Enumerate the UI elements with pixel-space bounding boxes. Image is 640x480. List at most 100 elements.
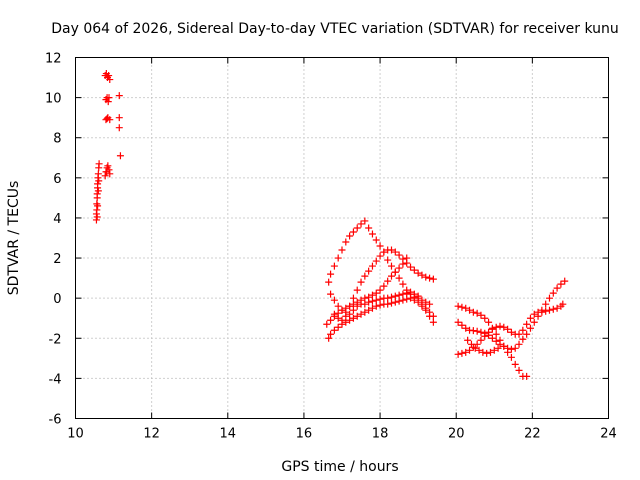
- data-point: [327, 270, 335, 278]
- data-point: [407, 288, 415, 296]
- data-point: [361, 294, 369, 302]
- y-tick-label: -6: [49, 413, 62, 428]
- data-point: [473, 327, 481, 335]
- data-point: [365, 306, 373, 314]
- data-point: [92, 216, 100, 224]
- data-point: [515, 366, 523, 374]
- data-point: [545, 294, 553, 302]
- data-point: [380, 282, 388, 290]
- data-point: [553, 284, 561, 292]
- data-point: [380, 248, 388, 256]
- data-point: [94, 180, 102, 188]
- data-point: [426, 312, 434, 320]
- data-point: [334, 254, 342, 262]
- data-point: [94, 170, 102, 178]
- data-point: [454, 318, 462, 326]
- data-point: [458, 349, 466, 357]
- data-point: [93, 190, 101, 198]
- data-point: [349, 300, 357, 308]
- data-point: [477, 311, 485, 319]
- data-point: [488, 334, 496, 342]
- data-point: [496, 340, 504, 348]
- data-point: [477, 328, 485, 336]
- data-point: [372, 236, 380, 244]
- data-point: [496, 322, 504, 330]
- data-point: [376, 301, 384, 309]
- data-point: [387, 293, 395, 301]
- data-point: [399, 290, 407, 298]
- y-axis-label: SDTVAR / TECUs: [6, 181, 22, 296]
- data-point: [507, 345, 515, 353]
- data-point: [473, 309, 481, 317]
- data-point: [327, 330, 335, 338]
- data-point: [361, 272, 369, 280]
- data-point: [414, 298, 422, 306]
- x-tick-label: 14: [220, 427, 237, 442]
- data-point: [399, 280, 407, 288]
- data-point: [357, 278, 365, 286]
- data-point: [515, 330, 523, 338]
- data-point: [458, 321, 466, 329]
- data-points: [92, 70, 569, 380]
- plot-frame: [75, 57, 609, 419]
- data-point: [418, 302, 426, 310]
- data-point: [492, 337, 500, 345]
- data-point: [486, 348, 494, 356]
- data-point: [387, 299, 395, 307]
- data-point: [387, 272, 395, 280]
- data-point: [323, 320, 331, 328]
- x-axis-label: GPS time / hours: [281, 459, 398, 475]
- data-point: [410, 296, 418, 304]
- data-point: [342, 238, 350, 246]
- data-point: [407, 263, 415, 271]
- data-point: [426, 300, 434, 308]
- data-point: [403, 259, 411, 267]
- data-point: [485, 331, 493, 339]
- data-point: [387, 262, 395, 270]
- data-point: [349, 306, 357, 314]
- data-point: [106, 76, 114, 84]
- data-point: [410, 266, 418, 274]
- data-point: [492, 323, 500, 331]
- data-point: [492, 330, 500, 338]
- data-point: [414, 292, 422, 300]
- data-point: [422, 273, 430, 281]
- data-point: [376, 286, 384, 294]
- data-point: [372, 257, 380, 265]
- data-point: [481, 314, 489, 322]
- data-point: [384, 277, 392, 285]
- data-point: [330, 310, 338, 318]
- data-point: [391, 248, 399, 256]
- data-point: [395, 291, 403, 299]
- data-point: [349, 314, 357, 322]
- data-point: [338, 246, 346, 254]
- data-point: [353, 302, 361, 310]
- data-point: [353, 312, 361, 320]
- data-point: [471, 344, 479, 352]
- x-tick-label: 22: [524, 427, 541, 442]
- data-point: [414, 269, 422, 277]
- data-point: [395, 264, 403, 272]
- data-point: [399, 255, 407, 263]
- data-point: [559, 300, 567, 308]
- axis-ticks: [75, 57, 609, 419]
- data-point: [462, 348, 470, 356]
- data-point: [504, 325, 512, 333]
- data-point: [349, 294, 357, 302]
- data-point: [361, 300, 369, 308]
- data-point: [479, 348, 487, 356]
- y-tick-labels: -6 -4 -2 0 2 4 6 8 10 12: [45, 52, 62, 428]
- data-point: [338, 306, 346, 314]
- chart-title: Day 064 of 2026, Sidereal Day-to-day VTE…: [51, 21, 619, 37]
- data-point: [469, 327, 477, 335]
- data-point: [507, 328, 515, 336]
- data-point: [330, 296, 338, 304]
- data-point: [387, 246, 395, 254]
- data-point: [504, 344, 512, 352]
- data-point: [534, 312, 542, 320]
- data-point: [391, 292, 399, 300]
- data-point: [475, 346, 483, 354]
- data-point: [325, 278, 333, 286]
- data-point: [403, 295, 411, 303]
- data-point: [376, 252, 384, 260]
